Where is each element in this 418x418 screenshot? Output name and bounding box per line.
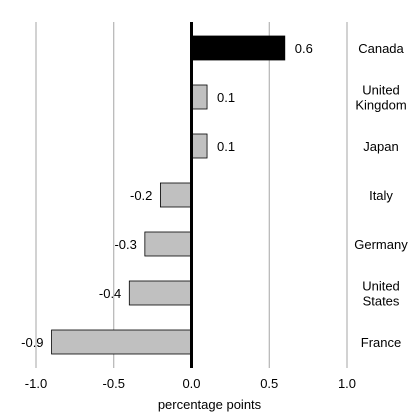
- bar-france: [51, 329, 192, 355]
- category-label-line: France: [361, 335, 401, 350]
- category-label-line: United: [362, 83, 400, 98]
- category-label: Italy: [369, 188, 393, 203]
- x-tick-label: 0.0: [182, 376, 200, 391]
- value-label: 0.1: [217, 139, 235, 154]
- value-label: 0.1: [217, 90, 235, 105]
- value-label: -0.3: [114, 237, 136, 252]
- bar-japan: [191, 133, 208, 159]
- bar-united-kingdom: [191, 84, 208, 110]
- x-tick-label: 0.5: [260, 376, 278, 391]
- category-label-line: Kingdom: [355, 98, 406, 113]
- x-tick-label: -0.5: [103, 376, 125, 391]
- bar-united-states: [128, 280, 192, 306]
- category-label: Germany: [354, 237, 408, 252]
- x-tick-labels: -1.0 -0.5 0.0 0.5 1.0: [25, 376, 356, 391]
- value-label: -0.4: [99, 286, 121, 301]
- x-tick-label: 1.0: [338, 376, 356, 391]
- category-label-line: Japan: [363, 139, 398, 154]
- bar-italy: [159, 182, 192, 208]
- value-labels: 0.6 0.1 0.1 -0.2 -0.3 -0.4 -0.9: [21, 41, 313, 350]
- category-label: United States: [362, 279, 400, 309]
- value-label: -0.2: [130, 188, 152, 203]
- bar-germany: [144, 231, 192, 257]
- value-label: 0.6: [295, 41, 313, 56]
- category-label-line: Italy: [369, 188, 393, 203]
- x-tick-label: -1.0: [25, 376, 47, 391]
- category-label: United Kingdom: [355, 83, 406, 113]
- gridlines: [35, 22, 348, 368]
- category-label-line: Germany: [354, 237, 408, 252]
- category-label-line: States: [363, 294, 400, 309]
- bar-canada: [191, 35, 286, 61]
- bars: [51, 35, 286, 355]
- x-axis-title: percentage points: [158, 397, 262, 412]
- category-label-line: United: [362, 279, 400, 294]
- value-label: -0.9: [21, 335, 43, 350]
- category-label-line: Canada: [358, 41, 404, 56]
- category-label: Japan: [363, 139, 398, 154]
- category-label: France: [361, 335, 401, 350]
- category-label: Canada: [358, 41, 404, 56]
